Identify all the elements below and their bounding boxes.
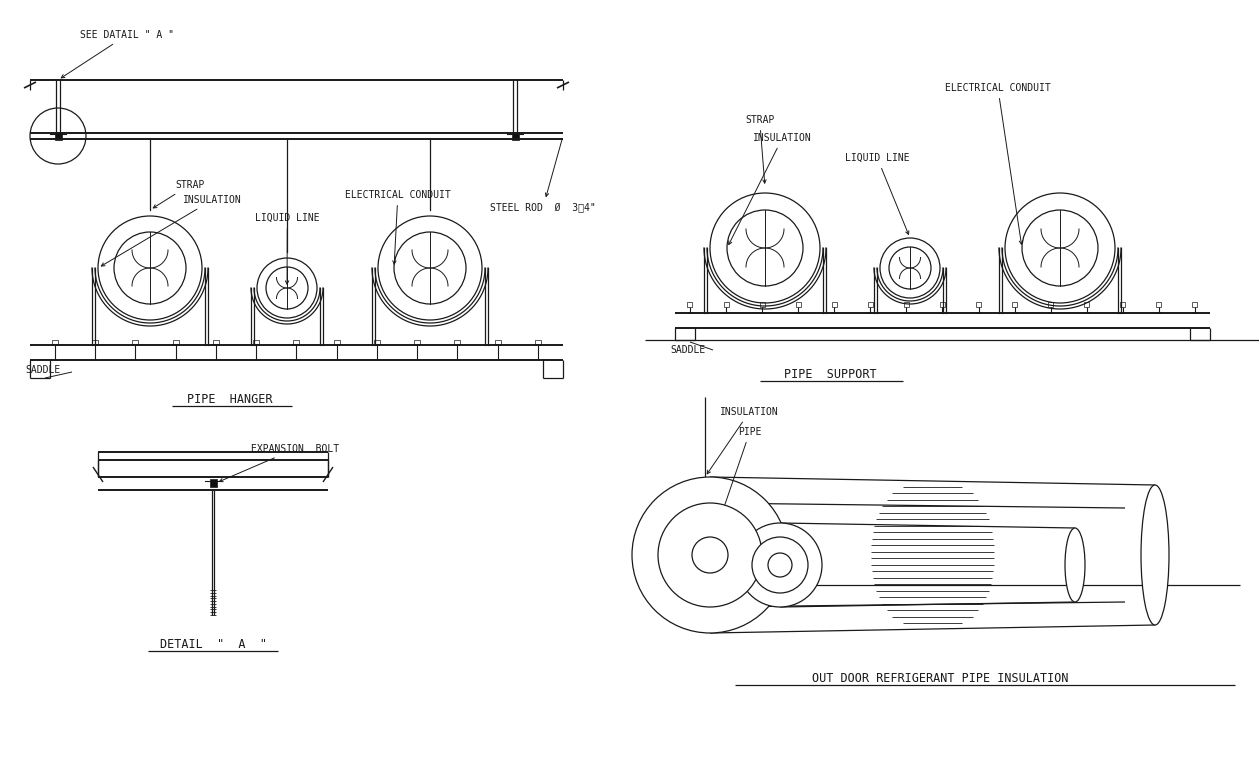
Bar [759,302,764,307]
Ellipse shape [1141,485,1170,625]
Text: STRAP: STRAP [154,180,204,208]
Text: STEEL ROD  Ø  3⁄4": STEEL ROD Ø 3⁄4" [490,139,596,213]
Bar [867,302,872,307]
Text: OUT DOOR REFRIGERANT PIPE INSULATION: OUT DOOR REFRIGERANT PIPE INSULATION [812,672,1068,685]
Text: PIPE  SUPPORT: PIPE SUPPORT [783,368,876,381]
Text: SADDLE: SADDLE [670,345,705,355]
Text: ELECTRICAL CONDUIT: ELECTRICAL CONDUIT [345,190,451,264]
Bar [92,340,98,345]
Text: LIQUID LINE: LIQUID LINE [845,153,909,235]
Text: EXPANSION  BOLT: EXPANSION BOLT [219,444,339,482]
Text: LIQUID LINE: LIQUID LINE [256,213,320,284]
Text: ELECTRICAL CONDUIT: ELECTRICAL CONDUIT [946,83,1051,244]
Bar [1192,302,1197,307]
Bar [1121,302,1126,307]
Bar [904,302,909,307]
Bar [724,302,729,307]
Bar [1012,302,1017,307]
Text: INSULATION: INSULATION [101,195,242,266]
Text: PIPE: PIPE [723,427,762,509]
Bar [52,340,58,345]
Bar [1084,302,1089,307]
Bar [940,302,946,307]
Text: PIPE  HANGER: PIPE HANGER [188,393,273,406]
Text: DETAIL  "  A  ": DETAIL " A " [160,638,267,651]
Text: INSULATION: INSULATION [729,133,812,245]
Bar [132,340,138,345]
Bar [495,340,501,345]
Text: INSULATION: INSULATION [708,407,779,474]
Text: STRAP: STRAP [745,115,774,183]
Bar [796,302,801,307]
Bar [55,132,62,140]
Bar [210,479,217,487]
Bar [172,340,179,345]
Bar [414,340,421,345]
Bar [454,340,461,345]
Bar [213,340,219,345]
Ellipse shape [1065,528,1085,602]
Bar [535,340,541,345]
Bar [687,302,692,307]
Bar [374,340,380,345]
Bar [293,340,300,345]
Bar [976,302,981,307]
Bar [512,132,519,140]
Bar [253,340,259,345]
Bar [832,302,837,307]
Bar [1157,302,1162,307]
Text: SEE DATAIL " A ": SEE DATAIL " A " [62,30,174,78]
Circle shape [752,537,808,593]
Bar [334,340,340,345]
Circle shape [658,503,762,607]
Bar [1049,302,1054,307]
Circle shape [632,477,788,633]
Text: SADDLE: SADDLE [25,365,60,375]
Circle shape [738,523,822,607]
